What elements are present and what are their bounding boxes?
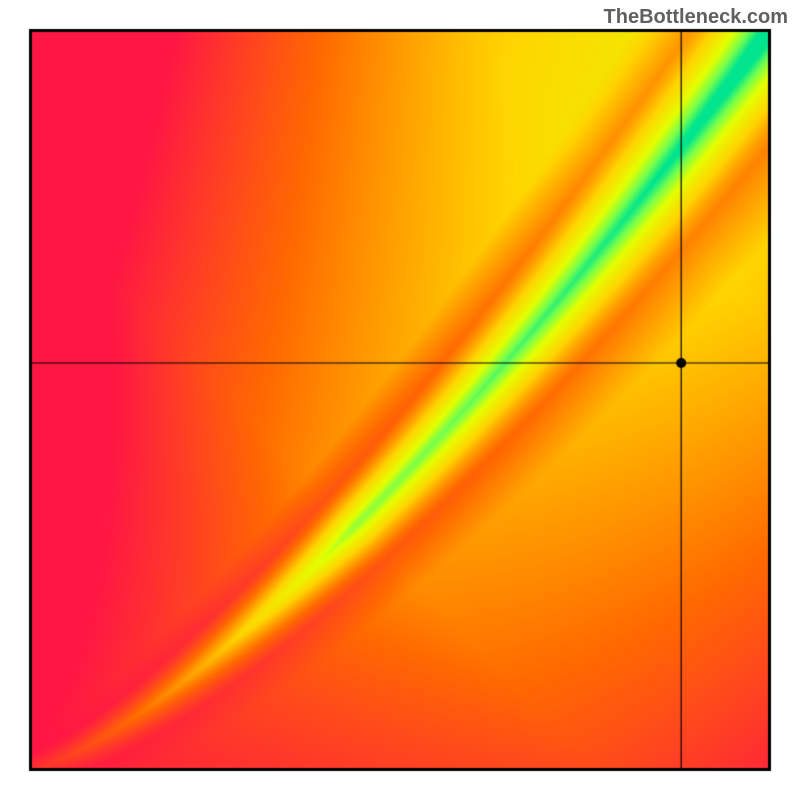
chart-root: TheBottleneck.com	[0, 0, 800, 800]
bottleneck-heatmap	[0, 0, 800, 800]
